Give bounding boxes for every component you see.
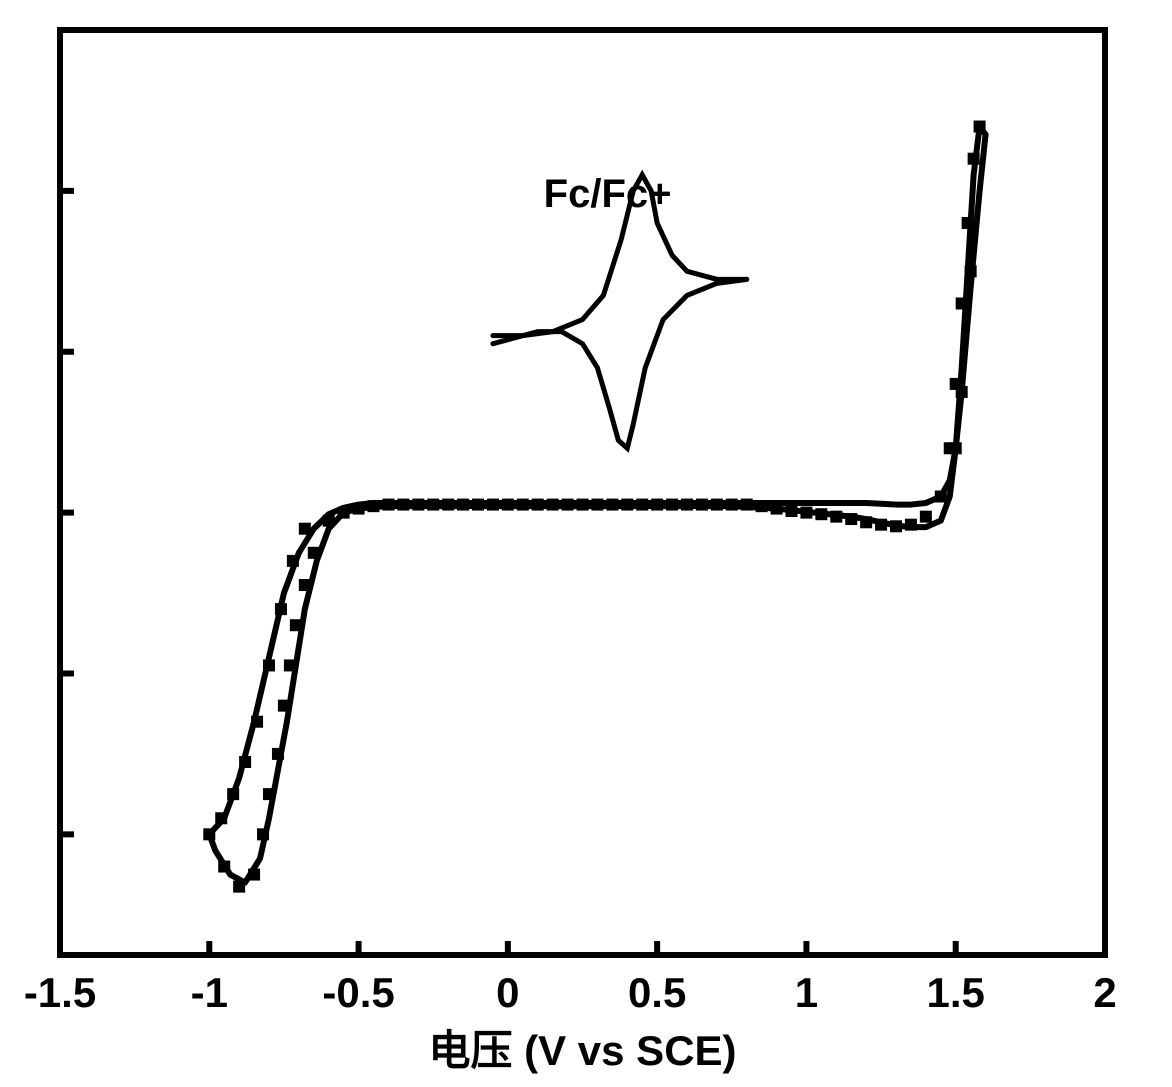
data-marker [860, 516, 872, 528]
data-marker [397, 499, 409, 511]
data-marker [696, 499, 708, 511]
data-marker [368, 500, 380, 512]
data-marker [920, 511, 932, 523]
data-marker [278, 700, 290, 712]
data-marker [651, 499, 663, 511]
data-marker [606, 499, 618, 511]
data-marker [284, 659, 296, 671]
data-marker [974, 121, 986, 133]
x-tick-label: 0.5 [628, 969, 686, 1016]
data-marker [875, 519, 887, 531]
data-marker [308, 547, 320, 559]
data-marker [621, 499, 633, 511]
data-marker [562, 499, 574, 511]
data-marker [905, 519, 917, 531]
data-marker [968, 153, 980, 165]
data-marker [487, 499, 499, 511]
data-marker [472, 499, 484, 511]
data-marker [547, 499, 559, 511]
data-marker [353, 503, 365, 515]
data-marker [427, 499, 439, 511]
data-marker [251, 716, 263, 728]
data-marker [203, 828, 215, 840]
data-marker [457, 499, 469, 511]
data-marker [299, 579, 311, 591]
data-marker [786, 505, 798, 517]
data-marker [965, 265, 977, 277]
data-marker [233, 881, 245, 893]
data-marker [227, 788, 239, 800]
data-marker [756, 500, 768, 512]
data-marker [956, 386, 968, 398]
x-tick-label: -1.5 [24, 969, 96, 1016]
x-tick-label: -0.5 [322, 969, 394, 1016]
data-marker [950, 442, 962, 454]
data-marker [275, 603, 287, 615]
data-marker [257, 828, 269, 840]
data-marker [263, 788, 275, 800]
data-marker [771, 503, 783, 515]
x-tick-label: 1.5 [927, 969, 985, 1016]
data-marker [382, 499, 394, 511]
data-marker [830, 511, 842, 523]
data-marker [666, 499, 678, 511]
data-marker [299, 523, 311, 535]
data-marker [287, 555, 299, 567]
data-marker [577, 499, 589, 511]
data-marker [726, 499, 738, 511]
data-marker [711, 499, 723, 511]
data-marker [681, 499, 693, 511]
inset-label: Fc/Fc+ [544, 172, 672, 216]
data-marker [935, 491, 947, 503]
x-axis-label: 电压 (V vs SCE) [428, 1027, 736, 1074]
data-marker [442, 499, 454, 511]
data-marker [412, 499, 424, 511]
data-marker [800, 507, 812, 519]
data-marker [815, 508, 827, 520]
x-tick-label: 0 [496, 969, 519, 1016]
data-marker [517, 499, 529, 511]
data-marker [290, 619, 302, 631]
data-marker [962, 217, 974, 229]
x-tick-label: 2 [1093, 969, 1116, 1016]
cv-chart: -1.5 -1 -0.5 0 0.5 1 1.5 2 电压 (V vs SCE) Fc/Fc+ [0, 0, 1172, 1087]
data-marker [741, 499, 753, 511]
data-marker [890, 520, 902, 532]
data-marker [272, 748, 284, 760]
x-tick-label: 1 [795, 969, 818, 1016]
data-marker [218, 861, 230, 873]
data-marker [323, 515, 335, 527]
data-marker [636, 499, 648, 511]
data-marker [845, 513, 857, 525]
data-marker [248, 869, 260, 881]
chart-svg: -1.5 -1 -0.5 0 0.5 1 1.5 2 电压 (V vs SCE) Fc/Fc+ [0, 0, 1172, 1087]
data-marker [591, 499, 603, 511]
data-marker [532, 499, 544, 511]
x-tick-label: -1 [191, 969, 228, 1016]
data-marker [956, 297, 968, 309]
data-marker [239, 756, 251, 768]
data-marker [502, 499, 514, 511]
data-marker [338, 507, 350, 519]
data-marker [263, 659, 275, 671]
data-marker [215, 812, 227, 824]
